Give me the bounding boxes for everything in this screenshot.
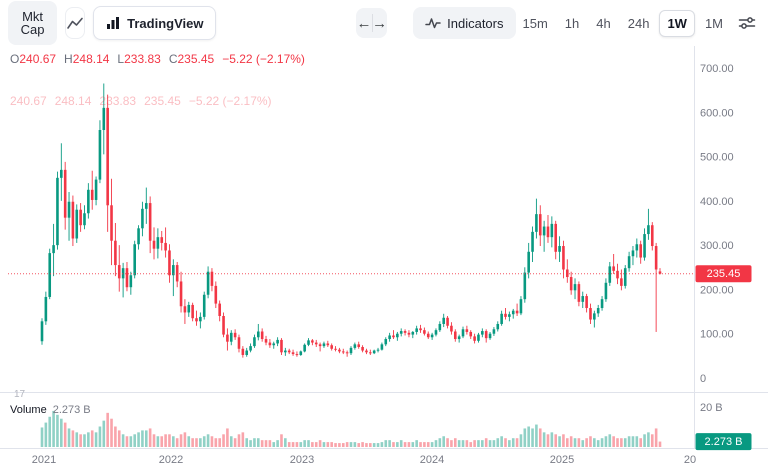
line-chart-button[interactable] [65, 7, 86, 39]
nav-divider [371, 14, 373, 32]
time-axis-tick: 2021 [32, 454, 56, 466]
time-axis-tick: 2022 [159, 454, 183, 466]
legend-high: H248.14 [64, 52, 110, 66]
nav-back-button[interactable]: ← [356, 8, 372, 38]
price-axis-tick: 700.00 [700, 63, 734, 75]
volume-legend: Volume 2.273 B [10, 404, 91, 416]
time-axis-tick: 2025 [550, 454, 574, 466]
current-volume-tag [695, 433, 752, 451]
current-price-tag-text: 235.45 [707, 268, 741, 280]
indicators-label: Indicators [447, 15, 504, 31]
nav-forward-button[interactable]: → [372, 8, 387, 38]
ohlc-legend-ghost: 240.67 248.14 233.83 235.45 −5.22 (−2.17… [10, 94, 272, 108]
candlestick-series [40, 83, 662, 358]
legend-open: O240.67 [10, 52, 57, 66]
price-axis-tick: 200.00 [700, 284, 734, 296]
timeframe-15m[interactable]: 15m [516, 10, 555, 37]
line-chart-icon [66, 16, 84, 30]
price-axis-tick: 400.00 [700, 196, 734, 208]
timeframe-1h[interactable]: 1h [558, 10, 586, 37]
timeframe-group: 15m 1h 4h 24h 1W 1M [516, 9, 731, 37]
time-axis-tick: 20 [684, 454, 696, 466]
indicators-icon [425, 16, 441, 30]
indicators-button[interactable]: Indicators [413, 7, 516, 39]
timeframe-4h[interactable]: 4h [589, 10, 617, 37]
settings-sliders-icon [738, 15, 756, 31]
nav-arrows: ← → [356, 8, 388, 38]
current-price-tag [695, 265, 752, 283]
legend-close: C235.45 [168, 52, 215, 66]
timeframe-1w[interactable]: 1W [659, 9, 695, 37]
volume-axis-tick: 20 B [700, 402, 723, 414]
price-axis-tick: 0 [700, 373, 706, 385]
price-axis-tick: 500.00 [700, 152, 734, 164]
timeframe-1m[interactable]: 1M [698, 10, 730, 37]
timeframe-24h[interactable]: 24h [621, 10, 657, 37]
price-axis-tick: 300.00 [700, 240, 734, 252]
time-axis-tick: 2024 [420, 454, 444, 466]
time-axis-tick: 2023 [290, 454, 314, 466]
tradingview-label: TradingView [127, 15, 204, 31]
pane-label: 17 [14, 389, 26, 400]
tradingview-logo-icon [106, 16, 121, 30]
mkt-cap-button[interactable]: Mkt Cap [8, 1, 58, 45]
price-axis-tick: 100.00 [700, 329, 734, 341]
legend-low: L233.83 [117, 52, 161, 66]
volume-legend-label: Volume [10, 404, 47, 416]
price-axis-tick: 600.00 [700, 107, 734, 119]
ohlc-legend: O240.67 H248.14 L233.83 C235.45 −5.22 (−… [10, 52, 305, 66]
tradingview-button[interactable]: TradingView [93, 6, 217, 40]
toolbar: Mkt Cap TradingView ← → Indicators 15m 1h… [0, 0, 768, 46]
legend-change: −5.22 (−2.17%) [222, 52, 305, 66]
settings-sliders-button[interactable] [734, 11, 760, 35]
volume-legend-value: 2.273 B [52, 404, 91, 416]
current-volume-tag-text: 2.273 B [705, 436, 743, 448]
volume-series [40, 410, 662, 447]
